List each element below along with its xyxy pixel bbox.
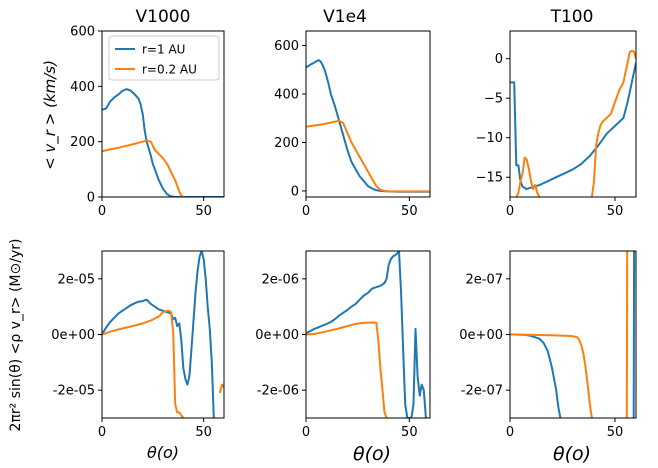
series-line-r1au-0 xyxy=(306,59,430,193)
ylabel-velocity: < v_r > (km/s) xyxy=(41,60,60,170)
y-tick-label: 0 xyxy=(495,52,503,67)
axes-frame xyxy=(305,30,431,198)
x-tick-label: 50 xyxy=(401,204,418,219)
y-tick-label: 600 xyxy=(70,25,95,40)
x-tick-label: 0 xyxy=(302,425,310,440)
x-tick-label: 50 xyxy=(195,204,212,219)
title-v1000: V1000 xyxy=(136,7,191,27)
series-line-r1au-0 xyxy=(306,251,427,418)
y-tick-label: -2e-06 xyxy=(257,384,299,399)
x-tick-label: 0 xyxy=(506,204,514,219)
axes-frame xyxy=(509,30,637,198)
y-tick-label: −5 xyxy=(484,92,503,107)
xlabel-theta-3-text: θ(o) xyxy=(553,443,591,465)
y-tick-label: −10 xyxy=(476,131,503,146)
xlabel-theta-2-text: θ(o) xyxy=(353,443,391,465)
series-group xyxy=(306,251,427,418)
series-line-r1au-0 xyxy=(510,62,636,191)
y-tick-label: 400 xyxy=(70,80,95,95)
x-tick-label: 0 xyxy=(98,204,106,219)
series-line-r02au-2 xyxy=(590,49,636,197)
legend-label-1: r=0.2 AU xyxy=(142,63,197,77)
y-tick-label: 2e-05 xyxy=(57,272,95,287)
y-tick-label: 0e+00 xyxy=(51,328,95,343)
y-tick-label: 0e+00 xyxy=(459,328,503,343)
x-tick-label: 50 xyxy=(195,425,212,440)
y-tick-label: 0 xyxy=(291,184,299,199)
x-tick-label: 0 xyxy=(98,425,106,440)
series-line-r1au-0 xyxy=(102,88,224,197)
series-line-r02au-1 xyxy=(306,119,430,193)
series-line-r02au-1 xyxy=(102,309,185,418)
legend-label-0: r=1 AU xyxy=(142,43,185,57)
axes-frame xyxy=(305,250,431,419)
xlabel-theta-1: θ(o) xyxy=(147,443,179,462)
y-tick-label: −15 xyxy=(476,171,503,186)
series-group xyxy=(306,59,430,193)
series-group xyxy=(102,251,224,418)
title-v1e4: V1e4 xyxy=(323,7,367,27)
y-tick-label: 600 xyxy=(274,39,299,54)
y-tick-label: 2e-07 xyxy=(465,272,503,287)
x-tick-label: 50 xyxy=(607,425,624,440)
xlabel-theta-1-text: θ(o) xyxy=(147,443,179,462)
ylabel-massflux-text: 2πr² sin(θ) <ρ v_r> (M⊙/yr) xyxy=(8,239,24,432)
series-group xyxy=(102,88,224,197)
series-line-r1au-0 xyxy=(510,333,562,418)
y-tick-label: 200 xyxy=(274,136,299,151)
y-tick-label: 200 xyxy=(70,135,95,150)
panel-v1e4_vr: 0 50 0 200 400 600 xyxy=(274,30,431,219)
y-tick-label: 0 xyxy=(87,191,95,206)
ylabel-massflux: 2πr² sin(θ) <ρ v_r> (M⊙/yr) xyxy=(8,239,24,432)
xlabel-theta-3: θ(o) xyxy=(553,443,591,465)
panel-v1000_vr: 0 50 0 200 400 600 r=1 AU r=0.2 AU xyxy=(70,25,225,219)
xlabel-theta-2: θ(o) xyxy=(353,443,391,465)
axes-frame xyxy=(101,30,225,198)
ylabel-velocity-text: < v_r > (km/s) xyxy=(41,60,60,170)
panel-v1e4_mflux: 0 50 2e-06 0e+00 -2e-06 xyxy=(255,250,431,440)
panel-t100_mflux: 0 50 2e-07 0e+00 -2e-07 xyxy=(459,250,637,440)
y-tick-label: -2e-07 xyxy=(461,384,503,399)
panel-v1000_mflux: 0 50 2e-05 0e+00 -2e-05 xyxy=(51,250,225,440)
series-group xyxy=(510,251,636,418)
x-tick-label: 50 xyxy=(607,204,624,219)
x-tick-label: 50 xyxy=(401,425,418,440)
x-tick-label: 0 xyxy=(302,204,310,219)
y-tick-label: 0e+00 xyxy=(255,328,299,343)
series-line-r02au-1 xyxy=(515,156,541,197)
series-group xyxy=(510,49,636,197)
series-line-r02au-2 xyxy=(218,383,224,394)
title-t100: T100 xyxy=(550,7,594,27)
series-line-r02au-1 xyxy=(102,139,184,197)
x-tick-label: 0 xyxy=(506,425,514,440)
y-tick-label: 400 xyxy=(274,88,299,103)
series-line-r02au-1 xyxy=(306,321,388,418)
series-line-r02au-1 xyxy=(510,333,593,418)
legend-box xyxy=(108,35,220,81)
y-tick-label: 2e-06 xyxy=(261,272,299,287)
panels: 0 50 0 200 400 600 r=1 AU r=0.2 AU 0 50 0 200 400 600… xyxy=(51,25,637,440)
series-line-r1au-0 xyxy=(102,251,215,418)
panel-t100_vr: 0 50 0 −5 −10 −15 xyxy=(476,30,637,219)
y-tick-label: -2e-05 xyxy=(53,384,95,399)
